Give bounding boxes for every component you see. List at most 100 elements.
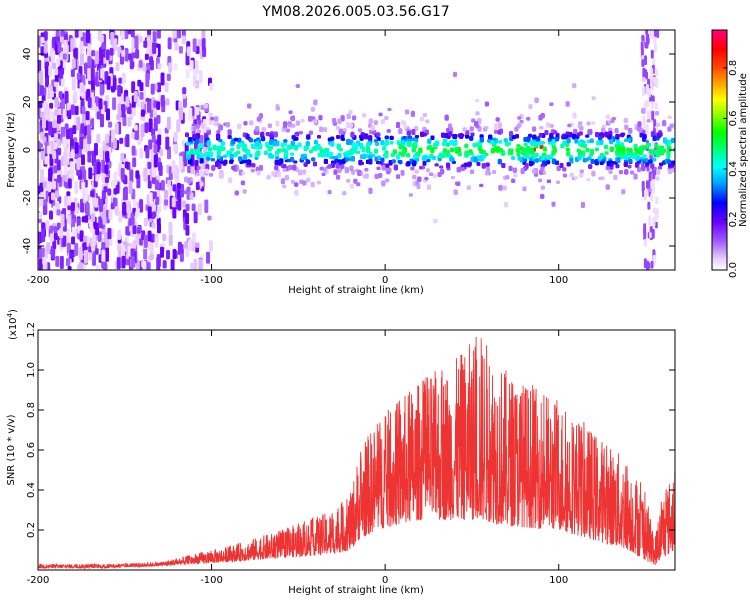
spectrogram-cell [162,260,167,269]
spectrogram-cell [534,145,539,149]
spectrogram-cell [129,169,134,183]
spectrogram-cell [526,146,531,152]
spectrogram-cell [662,120,667,127]
spectrogram-cell [654,221,658,229]
spectrogram-cell [71,77,76,91]
spectrogram-cell [566,162,571,167]
spectrogram-cell [586,121,591,126]
spectrogram-cell [55,255,60,267]
spectrogram-cell [96,111,101,120]
spectrogram-cell [172,207,177,219]
spectrogram-cell [647,188,652,192]
spectrogram-cell [56,222,61,231]
spectrogram-cell [258,113,263,119]
spectrogram-cell [145,147,150,159]
spectrogram-cell [641,87,645,97]
spectrogram-cell [561,133,566,138]
spectrogram-cell [140,109,145,117]
spectrogram-cell [147,161,152,170]
spectrogram-cell [534,158,539,163]
spectrogram-cell [71,226,76,236]
spectrogram-cell [470,132,475,137]
spectrogram-cell [129,61,134,70]
spectrogram-cell [85,30,90,43]
spectrogram-cell [227,134,232,140]
spectrogram-cell [376,166,381,170]
spectrogram-cell [188,107,193,122]
spectrogram-cell [372,130,377,135]
spectrogram-cell [49,102,54,109]
spectrogram-cell [76,158,81,171]
spectrogram-cell [198,70,203,84]
spectrogram-cell [624,124,629,130]
chart-title: YM08.2026.005.03.56.G17 [261,4,449,20]
spectrogram-cell [104,177,109,184]
spectrogram-cell [122,187,127,201]
spectrogram-cell [516,151,521,157]
spectrogram-cell [101,242,106,252]
spectrogram-cell [640,41,644,51]
spectrogram-cell [170,259,175,270]
spectrogram-cell [645,71,649,80]
spectrogram-cell [262,128,267,132]
spectrogram-cell [647,88,651,98]
spectrogram-cell [469,151,474,156]
spectrogram-cell [387,107,392,112]
spectrogram-cell [102,216,107,225]
spectrogram-cell [618,170,623,175]
spectrogram-cell [83,235,88,245]
spectrogram-cell [156,217,161,226]
spectrogram-cell [652,139,656,148]
spectrogram-cell [285,128,290,133]
spectrogram-cell [38,59,42,73]
spectrogram-cell [46,107,51,120]
spectrogram-cell [124,30,129,40]
spectrogram-cell [41,222,46,230]
spectrogram-cell [654,68,658,77]
spectrogram-cell [375,160,380,165]
spectrogram-cell [104,247,109,262]
spectrogram-cell [346,122,351,129]
spectrogram-cell [94,76,99,86]
spectrogram-cell [74,207,79,214]
spectrogram-cell [391,159,396,164]
spectrogram-cell [337,167,342,174]
spectrogram-cell [64,91,69,105]
spectrogram-cell [177,196,182,211]
spectrogram-cell [91,238,96,252]
spectrogram-cell [53,165,58,174]
spectrogram-cell [48,121,53,136]
spectrogram-cell [313,145,318,152]
spectrogram-cell [156,101,161,110]
spectrogram-cell [445,142,450,147]
spectrogram-cell [528,160,533,167]
spectrogram-cell [282,184,287,189]
spectrogram-cell [185,225,190,236]
spectrogram-cell [207,146,212,152]
spectrogram-cell [154,179,159,190]
spectrogram-cell [260,131,265,138]
spectrogram-cell [313,99,318,106]
spectrogram-cell [88,252,93,261]
spectrogram-cell [76,116,81,131]
spectrogram-cell [113,38,118,51]
spectrogram-cell [653,37,657,45]
spectrogram-cell [70,38,75,52]
spectrogram-cell [132,157,137,168]
spectrogram-cell [125,258,130,266]
spectrogram-cell [204,168,209,174]
spectrogram-cell [179,243,184,254]
spectrogram-cell [57,115,62,124]
spectrogram-cell [193,211,198,224]
spectrogram-cell [370,125,375,131]
spectrogram-cell [79,53,84,66]
spectrogram-cell [308,130,313,135]
spectrogram-cell [71,58,76,69]
spectrogram-cell [121,49,126,57]
spectrogram-cell [150,83,155,95]
spectrogram-cell [197,119,202,126]
spectrogram-cell [449,140,454,146]
spectrogram-cell [87,55,92,66]
spectrogram-cell [398,151,403,156]
spectrogram-cell [195,107,200,116]
